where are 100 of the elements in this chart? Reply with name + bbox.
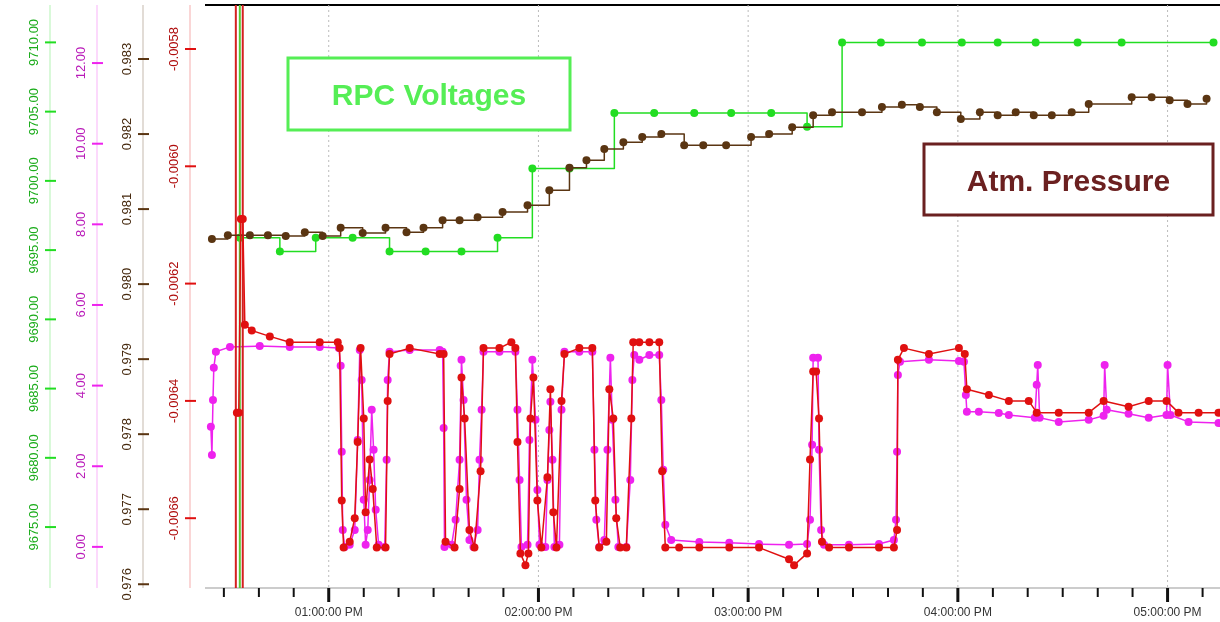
point bbox=[1202, 94, 1211, 103]
point bbox=[207, 235, 216, 244]
point bbox=[438, 216, 447, 225]
y2-tick-label: 8.00 bbox=[73, 211, 88, 237]
y2-tick-label: 0.00 bbox=[73, 534, 88, 560]
point bbox=[858, 108, 867, 117]
point bbox=[318, 232, 327, 241]
point bbox=[1029, 111, 1038, 120]
y-tick-label: 9680.00 bbox=[26, 434, 41, 482]
point bbox=[690, 109, 699, 118]
point bbox=[1165, 96, 1174, 105]
point bbox=[1031, 38, 1040, 47]
point bbox=[828, 108, 837, 117]
point bbox=[932, 108, 941, 117]
annotation: RPC Voltages bbox=[331, 78, 527, 111]
point bbox=[600, 145, 609, 154]
point bbox=[915, 103, 924, 112]
point bbox=[765, 130, 774, 139]
point bbox=[610, 109, 619, 118]
point bbox=[498, 208, 507, 217]
point bbox=[993, 111, 1002, 120]
y2-tick-label: -0.0058 bbox=[166, 26, 181, 72]
point bbox=[421, 247, 430, 256]
point bbox=[275, 247, 284, 256]
x-tick-label: 02:00:00 PM bbox=[504, 605, 573, 619]
y-tick-label: 9685.00 bbox=[26, 365, 41, 413]
point bbox=[876, 38, 885, 47]
point bbox=[358, 229, 367, 238]
point bbox=[245, 231, 254, 240]
point bbox=[838, 38, 847, 47]
point bbox=[300, 228, 309, 237]
point bbox=[419, 223, 428, 232]
point bbox=[619, 138, 628, 147]
y-tick-label: 0.978 bbox=[119, 417, 134, 451]
point bbox=[767, 109, 776, 118]
point bbox=[747, 133, 756, 142]
point bbox=[263, 231, 272, 240]
y2-tick-label: -0.0060 bbox=[166, 144, 181, 189]
point bbox=[680, 141, 689, 150]
point bbox=[657, 130, 666, 139]
y2-tick-label: 10.00 bbox=[73, 127, 88, 160]
point bbox=[336, 223, 345, 232]
point bbox=[897, 100, 906, 109]
point bbox=[582, 156, 591, 165]
annotation: Atm. Pressure bbox=[966, 163, 1171, 197]
x-tick-label: 03:00:00 PM bbox=[714, 605, 783, 619]
point bbox=[281, 232, 290, 241]
point bbox=[545, 186, 554, 195]
point bbox=[1209, 38, 1218, 47]
y-tick-label: 0.977 bbox=[119, 492, 134, 526]
y-tick-label: 9705.00 bbox=[26, 88, 41, 136]
y2-tick-label: -0.0062 bbox=[166, 261, 181, 306]
point bbox=[528, 164, 537, 173]
y-tick-label: 9675.00 bbox=[26, 503, 41, 551]
y-tick-label: 9700.00 bbox=[26, 157, 41, 205]
point bbox=[638, 133, 647, 142]
point bbox=[957, 38, 966, 47]
point bbox=[523, 201, 532, 210]
y-tick-label: 9690.00 bbox=[26, 295, 41, 343]
point bbox=[877, 103, 886, 112]
y2-tick-label: 6.00 bbox=[73, 292, 88, 318]
point bbox=[457, 247, 466, 256]
y2-tick-label: -0.0064 bbox=[166, 378, 181, 423]
y2-tick-label: 12.00 bbox=[73, 46, 88, 80]
point bbox=[1127, 93, 1136, 102]
point bbox=[788, 123, 797, 132]
y-tick-label: 0.982 bbox=[119, 117, 134, 151]
x-tick-label: 05:00:00 PM bbox=[1133, 605, 1202, 619]
y-tick-label: 0.981 bbox=[119, 192, 134, 226]
y-tick-label: 0.976 bbox=[119, 567, 134, 601]
point bbox=[722, 141, 731, 150]
point bbox=[381, 223, 390, 232]
point bbox=[918, 38, 926, 47]
point bbox=[1183, 100, 1192, 109]
point bbox=[1084, 100, 1093, 109]
point bbox=[1047, 111, 1056, 120]
point bbox=[727, 109, 736, 118]
point bbox=[975, 108, 984, 117]
y2-tick-label: 4.00 bbox=[73, 372, 88, 399]
point bbox=[956, 115, 965, 124]
y-tick-label: 9710.00 bbox=[26, 18, 41, 66]
point bbox=[1067, 108, 1076, 117]
point bbox=[455, 216, 464, 225]
point bbox=[223, 231, 232, 240]
y2-tick-label: 2.00 bbox=[73, 453, 88, 479]
point bbox=[348, 233, 357, 242]
y2-tick-label: -0.0066 bbox=[166, 496, 181, 541]
point bbox=[993, 38, 1002, 47]
point bbox=[402, 228, 411, 237]
point bbox=[650, 109, 659, 118]
point bbox=[1011, 108, 1020, 117]
point bbox=[473, 213, 482, 222]
point bbox=[311, 233, 320, 242]
point bbox=[385, 247, 394, 256]
y-tick-label: 0.979 bbox=[119, 342, 134, 376]
point bbox=[493, 233, 502, 242]
point bbox=[1147, 93, 1156, 102]
x-tick-label: 04:00:00 PM bbox=[923, 605, 992, 619]
point bbox=[1117, 38, 1126, 47]
point bbox=[699, 141, 708, 150]
